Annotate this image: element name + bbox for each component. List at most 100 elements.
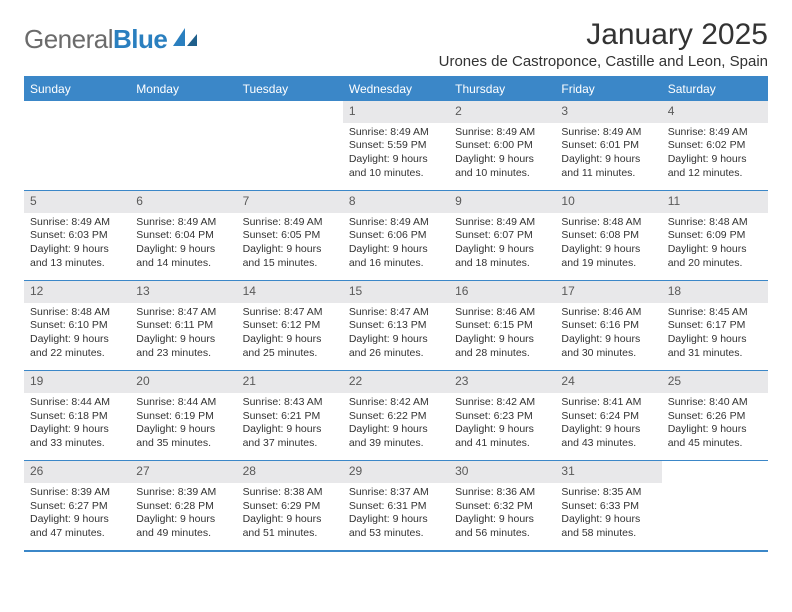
sunset-line: Sunset: 6:28 PM	[136, 500, 230, 514]
day-content-cell: Sunrise: 8:47 AMSunset: 6:11 PMDaylight:…	[130, 303, 236, 371]
logo-word2: Blue	[113, 24, 167, 55]
sunrise-line: Sunrise: 8:49 AM	[136, 216, 230, 230]
day-number-cell: 22	[343, 371, 449, 393]
daylight-line-2: and 20 minutes.	[668, 257, 762, 271]
day-content-cell: Sunrise: 8:49 AMSunset: 6:01 PMDaylight:…	[555, 123, 661, 191]
location-text: Urones de Castroponce, Castille and Leon…	[439, 53, 768, 70]
day-content-cell: Sunrise: 8:39 AMSunset: 6:28 PMDaylight:…	[130, 483, 236, 551]
daylight-line-2: and 28 minutes.	[455, 347, 549, 361]
day-content-cell: Sunrise: 8:40 AMSunset: 6:26 PMDaylight:…	[662, 393, 768, 461]
daylight-line-1: Daylight: 9 hours	[455, 243, 549, 257]
sunset-line: Sunset: 6:08 PM	[561, 229, 655, 243]
day-content-cell: Sunrise: 8:49 AMSunset: 6:00 PMDaylight:…	[449, 123, 555, 191]
day-number-cell: 9	[449, 191, 555, 213]
day-number-cell: 3	[555, 101, 661, 123]
day-content-cell: Sunrise: 8:42 AMSunset: 6:22 PMDaylight:…	[343, 393, 449, 461]
day-content-cell: Sunrise: 8:49 AMSunset: 6:03 PMDaylight:…	[24, 213, 130, 281]
sunset-line: Sunset: 6:00 PM	[455, 139, 549, 153]
calendar-head: SundayMondayTuesdayWednesdayThursdayFrid…	[24, 77, 768, 101]
day-number-cell: 19	[24, 371, 130, 393]
daylight-line-2: and 33 minutes.	[30, 437, 124, 451]
daylight-line-1: Daylight: 9 hours	[30, 513, 124, 527]
sunrise-line: Sunrise: 8:49 AM	[349, 126, 443, 140]
daylight-line-2: and 31 minutes.	[668, 347, 762, 361]
day-number-cell: 11	[662, 191, 768, 213]
sunset-line: Sunset: 6:22 PM	[349, 410, 443, 424]
day-number-cell: 23	[449, 371, 555, 393]
sunset-line: Sunset: 6:31 PM	[349, 500, 443, 514]
sunset-line: Sunset: 6:27 PM	[30, 500, 124, 514]
day-number-cell: 16	[449, 281, 555, 303]
day-number-cell: 5	[24, 191, 130, 213]
day-number-cell	[24, 101, 130, 123]
sunrise-line: Sunrise: 8:43 AM	[243, 396, 337, 410]
weekday-header: Thursday	[449, 77, 555, 101]
day-number-cell	[237, 101, 343, 123]
daylight-line-2: and 56 minutes.	[455, 527, 549, 541]
daylight-line-2: and 43 minutes.	[561, 437, 655, 451]
sunset-line: Sunset: 6:10 PM	[30, 319, 124, 333]
day-number-cell: 7	[237, 191, 343, 213]
daylight-line-2: and 51 minutes.	[243, 527, 337, 541]
sunset-line: Sunset: 6:01 PM	[561, 139, 655, 153]
daylight-line-2: and 16 minutes.	[349, 257, 443, 271]
sunset-line: Sunset: 6:07 PM	[455, 229, 549, 243]
day-content-row: Sunrise: 8:44 AMSunset: 6:18 PMDaylight:…	[24, 393, 768, 461]
daylight-line-2: and 49 minutes.	[136, 527, 230, 541]
sunrise-line: Sunrise: 8:38 AM	[243, 486, 337, 500]
sunrise-line: Sunrise: 8:47 AM	[349, 306, 443, 320]
day-content-cell	[130, 123, 236, 191]
calendar-body: 1234Sunrise: 8:49 AMSunset: 5:59 PMDayli…	[24, 101, 768, 551]
sunset-line: Sunset: 6:09 PM	[668, 229, 762, 243]
day-content-cell: Sunrise: 8:49 AMSunset: 6:02 PMDaylight:…	[662, 123, 768, 191]
daylight-line-1: Daylight: 9 hours	[561, 243, 655, 257]
sunset-line: Sunset: 6:12 PM	[243, 319, 337, 333]
day-content-cell: Sunrise: 8:37 AMSunset: 6:31 PMDaylight:…	[343, 483, 449, 551]
day-number-cell: 26	[24, 461, 130, 483]
daylight-line-2: and 30 minutes.	[561, 347, 655, 361]
sunset-line: Sunset: 6:29 PM	[243, 500, 337, 514]
day-number-row: 19202122232425	[24, 371, 768, 393]
day-number-cell: 29	[343, 461, 449, 483]
sunset-line: Sunset: 6:04 PM	[136, 229, 230, 243]
day-content-cell: Sunrise: 8:49 AMSunset: 6:06 PMDaylight:…	[343, 213, 449, 281]
daylight-line-1: Daylight: 9 hours	[349, 423, 443, 437]
daylight-line-1: Daylight: 9 hours	[668, 423, 762, 437]
sunrise-line: Sunrise: 8:42 AM	[455, 396, 549, 410]
day-number-cell: 10	[555, 191, 661, 213]
day-number-cell: 21	[237, 371, 343, 393]
day-content-cell: Sunrise: 8:46 AMSunset: 6:15 PMDaylight:…	[449, 303, 555, 371]
daylight-line-1: Daylight: 9 hours	[668, 153, 762, 167]
sunrise-line: Sunrise: 8:45 AM	[668, 306, 762, 320]
calendar-page: GeneralBlue January 2025 Urones de Castr…	[0, 0, 792, 612]
sunrise-line: Sunrise: 8:44 AM	[136, 396, 230, 410]
day-content-cell: Sunrise: 8:35 AMSunset: 6:33 PMDaylight:…	[555, 483, 661, 551]
day-number-cell: 25	[662, 371, 768, 393]
day-content-cell	[237, 123, 343, 191]
daylight-line-2: and 15 minutes.	[243, 257, 337, 271]
daylight-line-1: Daylight: 9 hours	[243, 513, 337, 527]
daylight-line-2: and 23 minutes.	[136, 347, 230, 361]
daylight-line-2: and 22 minutes.	[30, 347, 124, 361]
sunset-line: Sunset: 6:21 PM	[243, 410, 337, 424]
sunset-line: Sunset: 6:26 PM	[668, 410, 762, 424]
sunrise-line: Sunrise: 8:47 AM	[243, 306, 337, 320]
daylight-line-1: Daylight: 9 hours	[136, 423, 230, 437]
day-content-cell: Sunrise: 8:43 AMSunset: 6:21 PMDaylight:…	[237, 393, 343, 461]
daylight-line-2: and 53 minutes.	[349, 527, 443, 541]
daylight-line-1: Daylight: 9 hours	[349, 333, 443, 347]
day-content-row: Sunrise: 8:49 AMSunset: 6:03 PMDaylight:…	[24, 213, 768, 281]
sunrise-line: Sunrise: 8:41 AM	[561, 396, 655, 410]
day-content-cell: Sunrise: 8:38 AMSunset: 6:29 PMDaylight:…	[237, 483, 343, 551]
sunrise-line: Sunrise: 8:39 AM	[136, 486, 230, 500]
day-content-cell	[662, 483, 768, 551]
sunset-line: Sunset: 6:02 PM	[668, 139, 762, 153]
weekday-header: Monday	[130, 77, 236, 101]
weekday-header: Saturday	[662, 77, 768, 101]
weekday-header: Sunday	[24, 77, 130, 101]
daylight-line-2: and 47 minutes.	[30, 527, 124, 541]
daylight-line-1: Daylight: 9 hours	[30, 423, 124, 437]
sunrise-line: Sunrise: 8:49 AM	[561, 126, 655, 140]
day-content-cell: Sunrise: 8:39 AMSunset: 6:27 PMDaylight:…	[24, 483, 130, 551]
day-number-row: 567891011	[24, 191, 768, 213]
